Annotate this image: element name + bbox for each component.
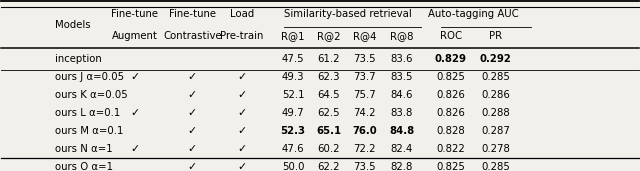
Text: ✓: ✓ (237, 108, 246, 118)
Text: ✓: ✓ (188, 144, 197, 154)
Text: 49.7: 49.7 (282, 108, 305, 118)
Text: 52.1: 52.1 (282, 90, 305, 100)
Text: 82.8: 82.8 (390, 162, 413, 171)
Text: 0.287: 0.287 (481, 126, 510, 136)
Text: 50.0: 50.0 (282, 162, 305, 171)
Text: 0.285: 0.285 (481, 72, 510, 82)
Text: 0.286: 0.286 (481, 90, 510, 100)
Text: R@4: R@4 (353, 31, 376, 41)
Text: ✓: ✓ (237, 90, 246, 100)
Text: ROC: ROC (440, 31, 462, 41)
Text: inception: inception (55, 54, 102, 64)
Text: Load: Load (230, 9, 254, 19)
Text: Fine-tune: Fine-tune (169, 9, 216, 19)
Text: ours L α=0.1: ours L α=0.1 (55, 108, 120, 118)
Text: Contrastive: Contrastive (163, 31, 221, 41)
Text: 47.5: 47.5 (282, 54, 305, 64)
Text: 73.5: 73.5 (353, 54, 376, 64)
Text: ours J α=0.05: ours J α=0.05 (55, 72, 124, 82)
Text: 47.6: 47.6 (282, 144, 305, 154)
Text: ours N α=1: ours N α=1 (55, 144, 113, 154)
Text: 64.5: 64.5 (317, 90, 340, 100)
Text: 0.292: 0.292 (480, 54, 511, 64)
Text: 62.3: 62.3 (317, 72, 340, 82)
Text: 0.826: 0.826 (436, 90, 465, 100)
Text: 0.278: 0.278 (481, 144, 510, 154)
Text: 83.8: 83.8 (390, 108, 413, 118)
Text: ✓: ✓ (131, 72, 140, 82)
Text: Similarity-based retrieval: Similarity-based retrieval (284, 9, 412, 19)
Text: Pre-train: Pre-train (220, 31, 264, 41)
Text: ✓: ✓ (188, 162, 197, 171)
Text: ✓: ✓ (188, 72, 197, 82)
Text: 0.825: 0.825 (436, 72, 465, 82)
Text: 84.6: 84.6 (390, 90, 413, 100)
Text: ours K α=0.05: ours K α=0.05 (55, 90, 128, 100)
Text: ours M α=0.1: ours M α=0.1 (55, 126, 124, 136)
Text: 83.6: 83.6 (390, 54, 413, 64)
Text: ✓: ✓ (237, 162, 246, 171)
Text: ✓: ✓ (131, 108, 140, 118)
Text: Models: Models (55, 20, 91, 30)
Text: 65.1: 65.1 (316, 126, 342, 136)
Text: 0.285: 0.285 (481, 162, 510, 171)
Text: 72.2: 72.2 (353, 144, 376, 154)
Text: R@1: R@1 (282, 31, 305, 41)
Text: Augment: Augment (112, 31, 158, 41)
Text: ✓: ✓ (188, 126, 197, 136)
Text: 76.0: 76.0 (353, 126, 377, 136)
Text: 0.826: 0.826 (436, 108, 465, 118)
Text: 62.5: 62.5 (317, 108, 340, 118)
Text: 73.7: 73.7 (353, 72, 376, 82)
Text: 84.8: 84.8 (389, 126, 414, 136)
Text: ✓: ✓ (188, 90, 197, 100)
Text: 60.2: 60.2 (317, 144, 340, 154)
Text: PR: PR (489, 31, 502, 41)
Text: ✓: ✓ (188, 108, 197, 118)
Text: 0.288: 0.288 (481, 108, 510, 118)
Text: R@2: R@2 (317, 31, 340, 41)
Text: ✓: ✓ (237, 126, 246, 136)
Text: ✓: ✓ (131, 144, 140, 154)
Text: ✓: ✓ (237, 72, 246, 82)
Text: 75.7: 75.7 (353, 90, 376, 100)
Text: 52.3: 52.3 (281, 126, 306, 136)
Text: 73.5: 73.5 (353, 162, 376, 171)
Text: Auto-tagging AUC: Auto-tagging AUC (428, 9, 518, 19)
Text: 74.2: 74.2 (353, 108, 376, 118)
Text: 83.5: 83.5 (390, 72, 413, 82)
Text: 0.829: 0.829 (435, 54, 467, 64)
Text: 0.825: 0.825 (436, 162, 465, 171)
Text: 0.828: 0.828 (436, 126, 465, 136)
Text: ours O α=1: ours O α=1 (55, 162, 113, 171)
Text: 61.2: 61.2 (317, 54, 340, 64)
Text: 82.4: 82.4 (390, 144, 413, 154)
Text: 0.822: 0.822 (436, 144, 465, 154)
Text: Fine-tune: Fine-tune (111, 9, 158, 19)
Text: 62.2: 62.2 (317, 162, 340, 171)
Text: ✓: ✓ (237, 144, 246, 154)
Text: 49.3: 49.3 (282, 72, 305, 82)
Text: R@8: R@8 (390, 31, 413, 41)
